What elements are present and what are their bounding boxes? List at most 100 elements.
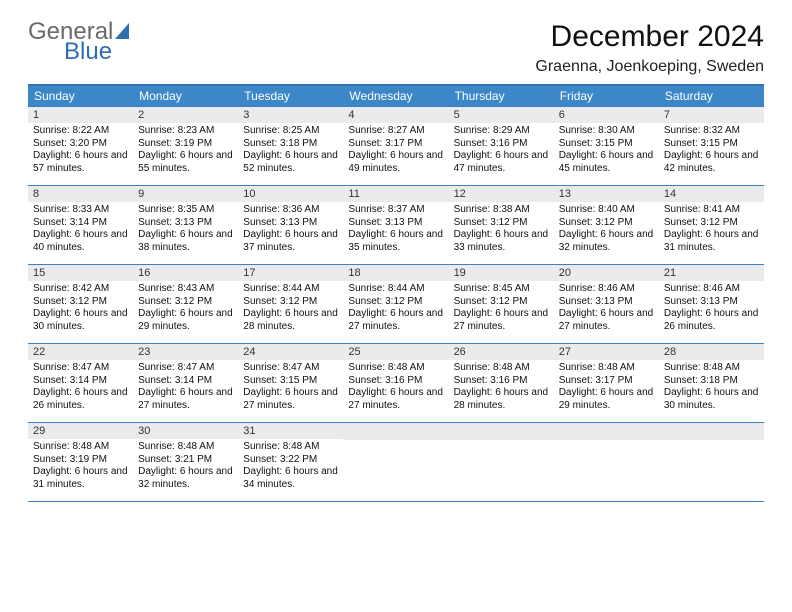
day-details: Sunrise: 8:47 AMSunset: 3:14 PMDaylight:… xyxy=(28,360,133,416)
day-details: Sunrise: 8:48 AMSunset: 3:19 PMDaylight:… xyxy=(28,439,133,495)
sunset: Sunset: 3:18 PM xyxy=(664,375,759,388)
daylight: Daylight: 6 hours and 37 minutes. xyxy=(243,229,338,254)
sunset: Sunset: 3:15 PM xyxy=(664,138,759,151)
sunset: Sunset: 3:16 PM xyxy=(454,138,549,151)
day-number: 30 xyxy=(133,423,238,439)
sunrise: Sunrise: 8:40 AM xyxy=(559,204,654,217)
day-details: Sunrise: 8:46 AMSunset: 3:13 PMDaylight:… xyxy=(659,281,764,337)
week-row: 1Sunrise: 8:22 AMSunset: 3:20 PMDaylight… xyxy=(28,106,764,185)
day-cell: 14Sunrise: 8:41 AMSunset: 3:12 PMDayligh… xyxy=(659,186,764,264)
day-number: 23 xyxy=(133,344,238,360)
day-cell: 29Sunrise: 8:48 AMSunset: 3:19 PMDayligh… xyxy=(28,423,133,501)
day-cell: 21Sunrise: 8:46 AMSunset: 3:13 PMDayligh… xyxy=(659,265,764,343)
sunset: Sunset: 3:12 PM xyxy=(559,217,654,230)
day-number: 26 xyxy=(449,344,554,360)
sunrise: Sunrise: 8:48 AM xyxy=(559,362,654,375)
day-cell: 23Sunrise: 8:47 AMSunset: 3:14 PMDayligh… xyxy=(133,344,238,422)
daylight: Daylight: 6 hours and 26 minutes. xyxy=(664,308,759,333)
day-cell: 28Sunrise: 8:48 AMSunset: 3:18 PMDayligh… xyxy=(659,344,764,422)
day-cell xyxy=(659,423,764,501)
sunset: Sunset: 3:14 PM xyxy=(33,375,128,388)
sunrise: Sunrise: 8:48 AM xyxy=(348,362,443,375)
sunrise: Sunrise: 8:46 AM xyxy=(664,283,759,296)
day-cell: 11Sunrise: 8:37 AMSunset: 3:13 PMDayligh… xyxy=(343,186,448,264)
sunset: Sunset: 3:18 PM xyxy=(243,138,338,151)
day-number: 5 xyxy=(449,107,554,123)
daylight: Daylight: 6 hours and 49 minutes. xyxy=(348,150,443,175)
day-number: 27 xyxy=(554,344,659,360)
day-cell: 2Sunrise: 8:23 AMSunset: 3:19 PMDaylight… xyxy=(133,107,238,185)
day-number: 8 xyxy=(28,186,133,202)
calendar: SundayMondayTuesdayWednesdayThursdayFrid… xyxy=(28,84,764,502)
weekday-wednesday: Wednesday xyxy=(343,86,448,106)
day-details: Sunrise: 8:33 AMSunset: 3:14 PMDaylight:… xyxy=(28,202,133,258)
sunset: Sunset: 3:13 PM xyxy=(348,217,443,230)
day-details: Sunrise: 8:47 AMSunset: 3:15 PMDaylight:… xyxy=(238,360,343,416)
day-details: Sunrise: 8:22 AMSunset: 3:20 PMDaylight:… xyxy=(28,123,133,179)
weekday-thursday: Thursday xyxy=(449,86,554,106)
day-cell: 15Sunrise: 8:42 AMSunset: 3:12 PMDayligh… xyxy=(28,265,133,343)
sunrise: Sunrise: 8:33 AM xyxy=(33,204,128,217)
sunrise: Sunrise: 8:35 AM xyxy=(138,204,233,217)
week-row: 15Sunrise: 8:42 AMSunset: 3:12 PMDayligh… xyxy=(28,264,764,343)
day-details: Sunrise: 8:47 AMSunset: 3:14 PMDaylight:… xyxy=(133,360,238,416)
day-details: Sunrise: 8:23 AMSunset: 3:19 PMDaylight:… xyxy=(133,123,238,179)
daylight: Daylight: 6 hours and 47 minutes. xyxy=(454,150,549,175)
daylight: Daylight: 6 hours and 29 minutes. xyxy=(559,387,654,412)
day-cell: 19Sunrise: 8:45 AMSunset: 3:12 PMDayligh… xyxy=(449,265,554,343)
day-number: 24 xyxy=(238,344,343,360)
daylight: Daylight: 6 hours and 26 minutes. xyxy=(33,387,128,412)
day-cell: 24Sunrise: 8:47 AMSunset: 3:15 PMDayligh… xyxy=(238,344,343,422)
day-details: Sunrise: 8:41 AMSunset: 3:12 PMDaylight:… xyxy=(659,202,764,258)
day-cell: 3Sunrise: 8:25 AMSunset: 3:18 PMDaylight… xyxy=(238,107,343,185)
day-number: 1 xyxy=(28,107,133,123)
day-details: Sunrise: 8:38 AMSunset: 3:12 PMDaylight:… xyxy=(449,202,554,258)
day-number: 14 xyxy=(659,186,764,202)
weekday-sunday: Sunday xyxy=(28,86,133,106)
day-number: 3 xyxy=(238,107,343,123)
sunset: Sunset: 3:16 PM xyxy=(454,375,549,388)
daylight: Daylight: 6 hours and 52 minutes. xyxy=(243,150,338,175)
sunset: Sunset: 3:15 PM xyxy=(243,375,338,388)
day-cell: 12Sunrise: 8:38 AMSunset: 3:12 PMDayligh… xyxy=(449,186,554,264)
daylight: Daylight: 6 hours and 27 minutes. xyxy=(348,387,443,412)
day-details: Sunrise: 8:30 AMSunset: 3:15 PMDaylight:… xyxy=(554,123,659,179)
day-details: Sunrise: 8:29 AMSunset: 3:16 PMDaylight:… xyxy=(449,123,554,179)
sunset: Sunset: 3:22 PM xyxy=(243,454,338,467)
day-number: 2 xyxy=(133,107,238,123)
day-cell: 31Sunrise: 8:48 AMSunset: 3:22 PMDayligh… xyxy=(238,423,343,501)
sunrise: Sunrise: 8:37 AM xyxy=(348,204,443,217)
sunset: Sunset: 3:13 PM xyxy=(559,296,654,309)
weekday-friday: Friday xyxy=(554,86,659,106)
day-cell: 26Sunrise: 8:48 AMSunset: 3:16 PMDayligh… xyxy=(449,344,554,422)
day-cell: 13Sunrise: 8:40 AMSunset: 3:12 PMDayligh… xyxy=(554,186,659,264)
day-number: 10 xyxy=(238,186,343,202)
daylight: Daylight: 6 hours and 31 minutes. xyxy=(33,466,128,491)
logo: General Blue xyxy=(28,20,129,64)
day-details: Sunrise: 8:32 AMSunset: 3:15 PMDaylight:… xyxy=(659,123,764,179)
day-number: 19 xyxy=(449,265,554,281)
week-row: 8Sunrise: 8:33 AMSunset: 3:14 PMDaylight… xyxy=(28,185,764,264)
day-cell: 25Sunrise: 8:48 AMSunset: 3:16 PMDayligh… xyxy=(343,344,448,422)
day-details: Sunrise: 8:48 AMSunset: 3:21 PMDaylight:… xyxy=(133,439,238,495)
daylight: Daylight: 6 hours and 32 minutes. xyxy=(559,229,654,254)
weekday-saturday: Saturday xyxy=(659,86,764,106)
sunrise: Sunrise: 8:43 AM xyxy=(138,283,233,296)
sunset: Sunset: 3:16 PM xyxy=(348,375,443,388)
day-number: 20 xyxy=(554,265,659,281)
sunrise: Sunrise: 8:38 AM xyxy=(454,204,549,217)
daylight: Daylight: 6 hours and 45 minutes. xyxy=(559,150,654,175)
daylight: Daylight: 6 hours and 32 minutes. xyxy=(138,466,233,491)
day-number: 18 xyxy=(343,265,448,281)
header: General Blue December 2024 Graenna, Joen… xyxy=(28,20,764,76)
day-details: Sunrise: 8:44 AMSunset: 3:12 PMDaylight:… xyxy=(238,281,343,337)
empty-day-header xyxy=(554,423,659,440)
day-number: 21 xyxy=(659,265,764,281)
daylight: Daylight: 6 hours and 30 minutes. xyxy=(33,308,128,333)
day-details: Sunrise: 8:48 AMSunset: 3:18 PMDaylight:… xyxy=(659,360,764,416)
daylight: Daylight: 6 hours and 38 minutes. xyxy=(138,229,233,254)
sunrise: Sunrise: 8:47 AM xyxy=(138,362,233,375)
daylight: Daylight: 6 hours and 28 minutes. xyxy=(454,387,549,412)
day-details: Sunrise: 8:25 AMSunset: 3:18 PMDaylight:… xyxy=(238,123,343,179)
daylight: Daylight: 6 hours and 30 minutes. xyxy=(664,387,759,412)
